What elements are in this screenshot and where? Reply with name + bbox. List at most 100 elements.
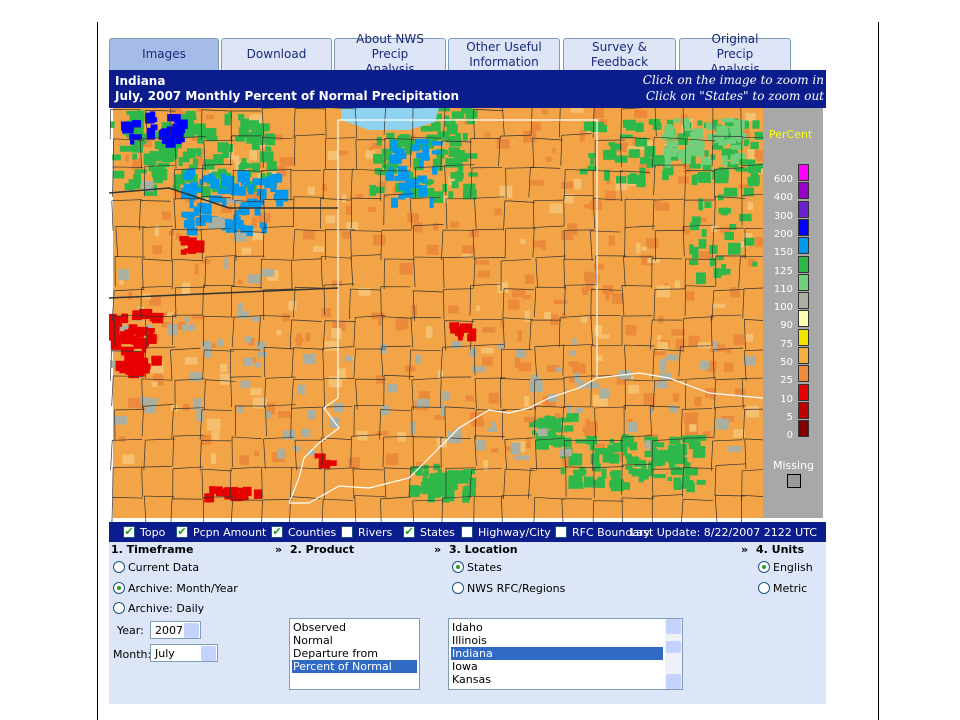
tab[interactable]: About NWS Precip Analysis: [334, 32, 446, 76]
list-item[interactable]: Observed: [293, 621, 346, 634]
layer-checkbox[interactable]: ✔: [403, 525, 415, 538]
precip-cell: [661, 134, 669, 140]
radio[interactable]: [113, 602, 125, 614]
precip-cell: [547, 364, 560, 372]
precip-cell: [451, 111, 465, 119]
list-item[interactable]: Normal: [293, 634, 333, 647]
precip-cell: [202, 128, 217, 140]
precip-cell: [429, 492, 441, 498]
precip-cell: [466, 118, 475, 125]
precip-cell: [724, 231, 735, 241]
precip-cell: [750, 172, 758, 181]
precip-cell: [189, 198, 194, 209]
legend-label: 150: [773, 247, 793, 259]
radio[interactable]: [758, 581, 770, 594]
layer-checkbox[interactable]: [555, 526, 567, 538]
precip-cell: [445, 471, 455, 478]
precip-cell: [420, 125, 433, 132]
list-item[interactable]: Percent of Normal: [292, 660, 417, 673]
scrollbar[interactable]: [665, 619, 682, 689]
precip-cell: [445, 158, 458, 168]
list-item[interactable]: Departure from Normal: [293, 647, 378, 673]
radio[interactable]: [758, 561, 770, 573]
list-item[interactable]: Kansas: [452, 673, 491, 686]
radio-label[interactable]: States: [467, 561, 502, 574]
scroll-thumb[interactable]: [666, 641, 681, 653]
radio[interactable]: [113, 581, 125, 594]
precip-cell: [698, 239, 707, 249]
precip-cell: [727, 127, 733, 139]
precip-cell: [342, 194, 347, 203]
list-item[interactable]: Illinois: [452, 634, 487, 647]
tab[interactable]: Other Useful Information: [448, 38, 560, 70]
precip-cell: [307, 449, 316, 456]
layer-checkbox[interactable]: ✔: [271, 525, 283, 538]
precip-cell: [730, 154, 738, 165]
list-item[interactable]: Iowa: [452, 660, 478, 673]
precip-cell: [699, 360, 710, 370]
precip-cell: [581, 286, 589, 295]
precip-cell: [671, 329, 685, 336]
precip-cell: [671, 133, 685, 143]
precip-cell: [529, 380, 543, 393]
radio-label[interactable]: Metric: [773, 581, 808, 595]
precip-cell: [463, 183, 476, 194]
precip-cell: [734, 153, 747, 163]
layer-checkbox[interactable]: ✔: [123, 525, 135, 538]
county-line: [172, 466, 203, 499]
precip-cell: [162, 211, 171, 220]
select-button[interactable]: [201, 646, 216, 661]
precip-cell: [147, 333, 157, 344]
year-select[interactable]: 2007: [150, 621, 201, 639]
radio-label[interactable]: NWS RFC/Regions: [467, 581, 566, 595]
layer-checkbox[interactable]: [461, 526, 473, 538]
county-line: [138, 200, 171, 231]
precip-cell: [422, 477, 433, 488]
precip-cell: [457, 161, 463, 166]
tab[interactable]: Images: [109, 38, 219, 70]
radio[interactable]: [113, 561, 125, 573]
precip-cell: [110, 360, 117, 368]
precip-cell: [377, 170, 387, 176]
radio-label[interactable]: English: [773, 561, 813, 574]
county-line: [350, 434, 382, 467]
county-line: [383, 467, 415, 498]
precip-cell: [681, 475, 690, 486]
precip-cell: [376, 136, 382, 146]
list-box[interactable]: Idaho Illinois Indiana Iowa Kansas: [448, 618, 683, 690]
month-select[interactable]: July: [150, 644, 218, 662]
legend-label: 90: [780, 320, 793, 332]
precip-cell: [634, 460, 645, 467]
precip-cell: [755, 237, 763, 248]
tab[interactable]: Original Precip Analysis: [679, 32, 791, 76]
precip-cell: [720, 207, 728, 216]
radio-label[interactable]: Current Data: [128, 561, 200, 574]
precip-cell: [605, 190, 616, 201]
county-line: [563, 229, 595, 261]
precip-map[interactable]: [109, 108, 763, 522]
list-item[interactable]: Idaho: [452, 621, 483, 634]
layer-checkbox[interactable]: [341, 526, 353, 538]
legend-label: 110: [773, 283, 793, 295]
precip-cell: [436, 436, 448, 448]
county-line: [141, 378, 172, 409]
precip-cell: [720, 226, 732, 233]
county-line: [619, 170, 651, 201]
radio[interactable]: [452, 581, 464, 594]
tab[interactable]: Survey & Feedback: [563, 38, 676, 70]
radio-label[interactable]: Archive: Month/Year: [128, 581, 238, 595]
select-button[interactable]: [184, 623, 199, 638]
precip-cell: [610, 479, 624, 492]
tab[interactable]: Download: [221, 38, 332, 70]
radio-label[interactable]: Archive: Daily: [128, 602, 205, 615]
layer-bar: Last Update: 8/22/2007 2122 UTC ✔ Topo ✔ Pc…: [109, 522, 826, 542]
scroll-up[interactable]: [666, 619, 681, 634]
precip-cell: [568, 361, 579, 367]
scroll-down[interactable]: [666, 674, 681, 689]
radio[interactable]: [452, 561, 464, 573]
layer-checkbox[interactable]: ✔: [176, 525, 188, 538]
list-item[interactable]: Indiana: [451, 647, 663, 660]
precip-cell: [236, 186, 246, 196]
precip-cell: [451, 477, 460, 482]
